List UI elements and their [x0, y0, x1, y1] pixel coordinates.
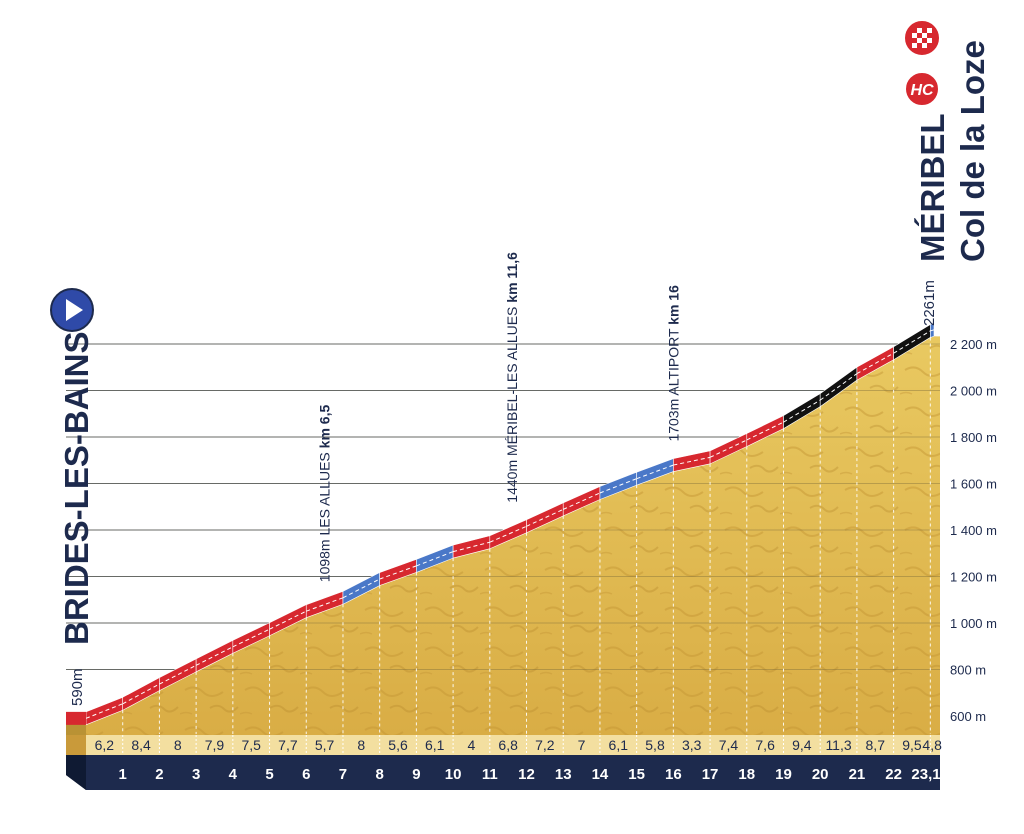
start-play-arrow: [66, 299, 83, 321]
gradient-band-bg: [86, 735, 940, 755]
gradient-label: 8: [174, 737, 182, 753]
y-tick-label: 1 400 m: [950, 523, 997, 538]
waypoint-text: 1098m LES ALLUES km 6,5: [317, 405, 333, 583]
ribbon-dash: [930, 329, 935, 332]
waypoint-text: 1703m ALTIPORT km 16: [665, 285, 681, 442]
start-name: BRIDES-LES-BAINS: [58, 331, 95, 645]
gradient-label: 8,7: [866, 737, 886, 753]
waypoint-label: 1703m ALTIPORT km 16: [665, 285, 681, 442]
gradient-label: 5,8: [645, 737, 665, 753]
y-tick-label: 1 200 m: [950, 570, 997, 585]
km-band-bg: [66, 755, 940, 790]
km-dashed-lines: [122, 337, 931, 734]
km-label: 16: [665, 766, 682, 783]
waypoint-label: 1440m MÉRIBEL-LES ALLUES km 11,6: [504, 252, 520, 503]
km-label: 7: [339, 766, 347, 783]
ribbon-dash: [819, 373, 858, 401]
gradient-label: 7,7: [278, 737, 298, 753]
hc-category-label: HC: [910, 82, 934, 99]
km-label: 6: [302, 766, 310, 783]
hc-category-badge: [904, 71, 940, 107]
start-elevation: 590m: [69, 668, 86, 706]
gradient-label: 4: [468, 737, 476, 753]
gradient-label: 6,8: [498, 737, 518, 753]
km-label: 14: [592, 766, 609, 783]
y-tick-label: 1 800 m: [950, 430, 997, 445]
km-band: 1 2 3 4 5 6 7 8 9 10 11 12 13 14 15 16 17 18 19 20 21 22 23,1: [66, 755, 941, 790]
gradient-label: 6,2: [95, 737, 115, 753]
ribbon-start-cap: [66, 711, 86, 725]
y-tick-label: 800 m: [950, 663, 986, 678]
y-tick-label: 2 000 m: [950, 384, 997, 399]
start-block: BRIDES-LES-BAINS 590m: [50, 288, 95, 706]
km-label: 9: [412, 766, 420, 783]
km-label: 15: [628, 766, 645, 783]
ribbon-dash: [673, 456, 711, 466]
km-label: 1: [119, 766, 127, 783]
checkered-flag-pattern: [912, 28, 932, 48]
gradient-label: 6,1: [609, 737, 629, 753]
gradient-band: 6,2 8,4 8 7,9 7,5 7,7 5,7 8 5,6 6,1 4 6,8 7,2 7 6,1 5,8…: [66, 735, 942, 755]
gradient-band-edge: [66, 735, 86, 755]
km-label: 11: [482, 766, 498, 783]
waypoint-text: 1440m MÉRIBEL-LES ALLUES km 11,6: [504, 252, 520, 503]
gradient-label: 9,4: [792, 737, 812, 753]
km-label: 19: [775, 766, 792, 783]
terrain-texture: [66, 336, 940, 735]
km-label: 8: [376, 766, 384, 783]
km-label: 4: [229, 766, 238, 783]
waypoint-label: 1098m LES ALLUES km 6,5: [317, 405, 333, 583]
km-band-edge: [66, 755, 86, 790]
gradient-label: 7,2: [535, 737, 555, 753]
km-label: 3: [192, 766, 200, 783]
gradient-label: 7,9: [205, 737, 225, 753]
gradient-label: 8: [357, 737, 365, 753]
finish-block: HC MÉRIBEL Col de la Loze 2261m: [903, 19, 991, 326]
gradient-ribbon: [66, 322, 935, 726]
km-label: 12: [518, 766, 535, 783]
finish-name: MÉRIBEL: [914, 114, 951, 263]
y-axis-ticks: 600 m 800 m 1 000 m 1 200 m 1 400 m 1 600 m 1 …: [950, 337, 997, 724]
gradient-label: 11,3: [825, 737, 851, 753]
gradient-label: 8,4: [131, 737, 151, 753]
km-label: 20: [812, 766, 829, 783]
gradient-label: 5,6: [388, 737, 408, 753]
km-label: 23,1: [911, 766, 940, 783]
y-tick-label: 1 600 m: [950, 477, 997, 492]
gradient-label: 9,5: [902, 737, 922, 753]
gradient-label: 3,3: [682, 737, 702, 753]
ribbon-dash: [783, 399, 821, 423]
km-label: 10: [445, 766, 462, 783]
ribbon-dash: [452, 541, 490, 553]
gradient-label: 7,6: [755, 737, 775, 753]
terrain-area: [66, 336, 940, 735]
km-label: 13: [555, 766, 572, 783]
gradient-label: 4,8: [922, 737, 942, 753]
gradient-label: 7: [578, 737, 586, 753]
y-tick-label: 1 000 m: [950, 616, 997, 631]
km-label: 5: [265, 766, 273, 783]
gradient-label: 7,4: [719, 737, 739, 753]
waypoints: 1098m LES ALLUES km 6,5 1440m MÉRIBEL-LES…: [317, 252, 682, 582]
km-label: 2: [155, 766, 163, 783]
finish-climb: Col de la Loze: [954, 40, 991, 262]
ribbon-dash: [893, 330, 931, 354]
y-tick-label: 600 m: [950, 709, 986, 724]
km-label: 22: [885, 766, 902, 783]
gradient-label: 5,7: [315, 737, 335, 753]
km-label: 17: [702, 766, 719, 783]
gradient-label: 6,1: [425, 737, 445, 753]
km-label: 21: [849, 766, 866, 783]
y-tick-label: 2 200 m: [950, 337, 997, 352]
gradient-label: 7,5: [241, 737, 261, 753]
finish-elevation: 2261m: [921, 280, 938, 326]
km-label: 18: [738, 766, 755, 783]
